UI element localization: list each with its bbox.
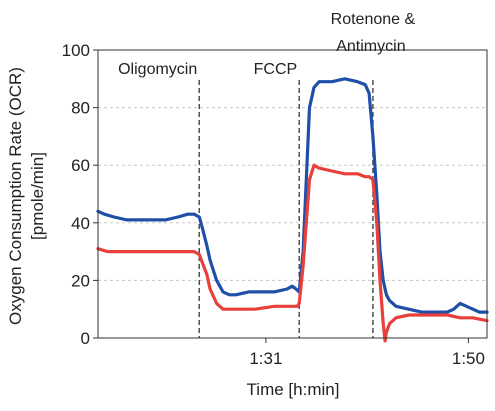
y-tick-label: 20 (71, 271, 90, 290)
injection-labels: Oligomycin FCCP Rotenone & Antimycin (118, 11, 415, 78)
y-tick-labels: 0 20 40 60 80 100 (62, 41, 98, 348)
injection-label-line1: Rotenone & (331, 11, 416, 28)
grid-lines (98, 107, 487, 281)
series-lines (96, 77, 489, 343)
x-tick-label: 1:31 (249, 349, 282, 368)
injection-label: Oligomycin (118, 61, 197, 78)
y-tick-label: 60 (71, 156, 90, 175)
x-tick-labels: 1:31 1:50 (249, 338, 485, 368)
y-axis-label-line1: Oxygen Consumption Rate (OCR) (6, 67, 25, 325)
y-tick-label: 0 (81, 329, 90, 348)
series-line-2 (96, 163, 489, 343)
y-tick-label: 40 (71, 214, 90, 233)
y-axis-label-line2: [pmole/min] (28, 152, 47, 240)
y-tick-label: 100 (62, 41, 90, 60)
x-axis-label: Time [h:min] (247, 380, 340, 399)
injection-lines (198, 80, 374, 338)
axes (97, 49, 488, 339)
y-tick-label: 80 (71, 99, 90, 118)
plot-frame (97, 49, 488, 339)
injection-label-line2: Antimycin (336, 38, 405, 55)
series-line-1 (96, 77, 489, 314)
x-tick-label: 1:50 (452, 349, 485, 368)
injection-label: FCCP (254, 61, 298, 78)
